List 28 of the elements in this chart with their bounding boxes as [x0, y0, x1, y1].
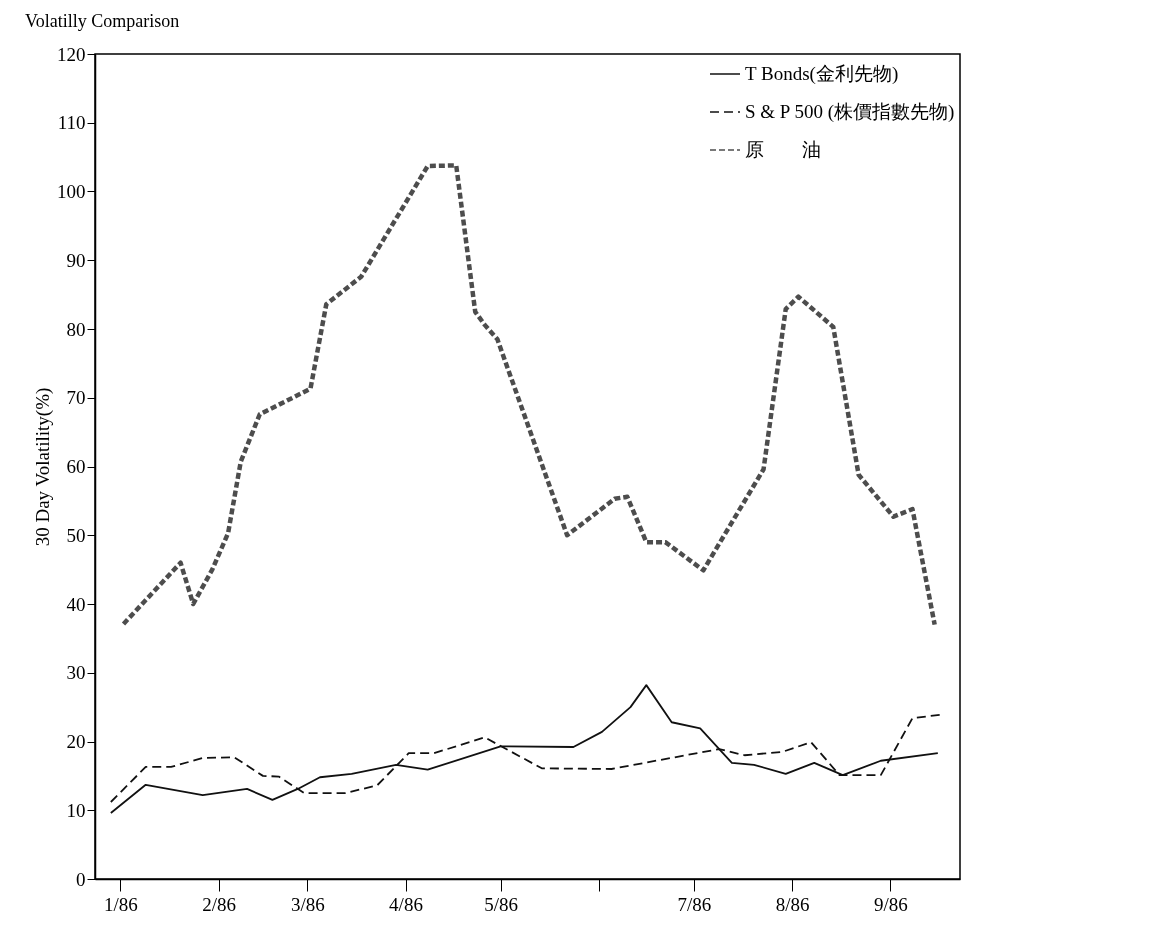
y-tick-label: 50 — [66, 524, 86, 546]
x-tick-label: 5/86 — [484, 893, 518, 915]
y-tick-label: 100 — [57, 181, 86, 202]
x-tick-label: 9/86 — [873, 893, 908, 915]
x-tick-label: 7/86 — [677, 893, 712, 915]
line-series — [109, 684, 939, 814]
x-tick-label: 3/86 — [290, 893, 325, 915]
y-axis-title: 30 Day Volatility(%) — [32, 387, 54, 547]
chart-title: Volatilly Comparison — [25, 11, 180, 31]
y-tick-label: 90 — [66, 249, 86, 271]
y-tick-label: 120 — [57, 43, 86, 65]
y-tick-label: 10 — [66, 799, 86, 821]
y-tick-label: 60 — [66, 456, 86, 477]
y-tick-label: 40 — [66, 593, 86, 615]
y-tick-label: 80 — [66, 318, 86, 340]
legend-label: S & P 500 (株價指數先物) — [745, 101, 955, 123]
x-tick-label: 1/86 — [103, 893, 138, 915]
line-series — [121, 163, 937, 627]
y-tick-label: 110 — [57, 112, 86, 134]
y-tick-label: 0 — [76, 868, 86, 890]
y-tick-label: 70 — [66, 387, 86, 409]
x-tick-label: 2/86 — [202, 893, 236, 915]
legend-label: 原 油 — [745, 139, 821, 160]
x-tick-label: 4/86 — [389, 893, 423, 915]
x-tick-label: 8/86 — [775, 893, 810, 915]
y-tick-label: 30 — [66, 662, 86, 684]
legend-label: T Bonds(金利先物) — [745, 63, 899, 85]
y-tick-label: 20 — [66, 731, 86, 752]
